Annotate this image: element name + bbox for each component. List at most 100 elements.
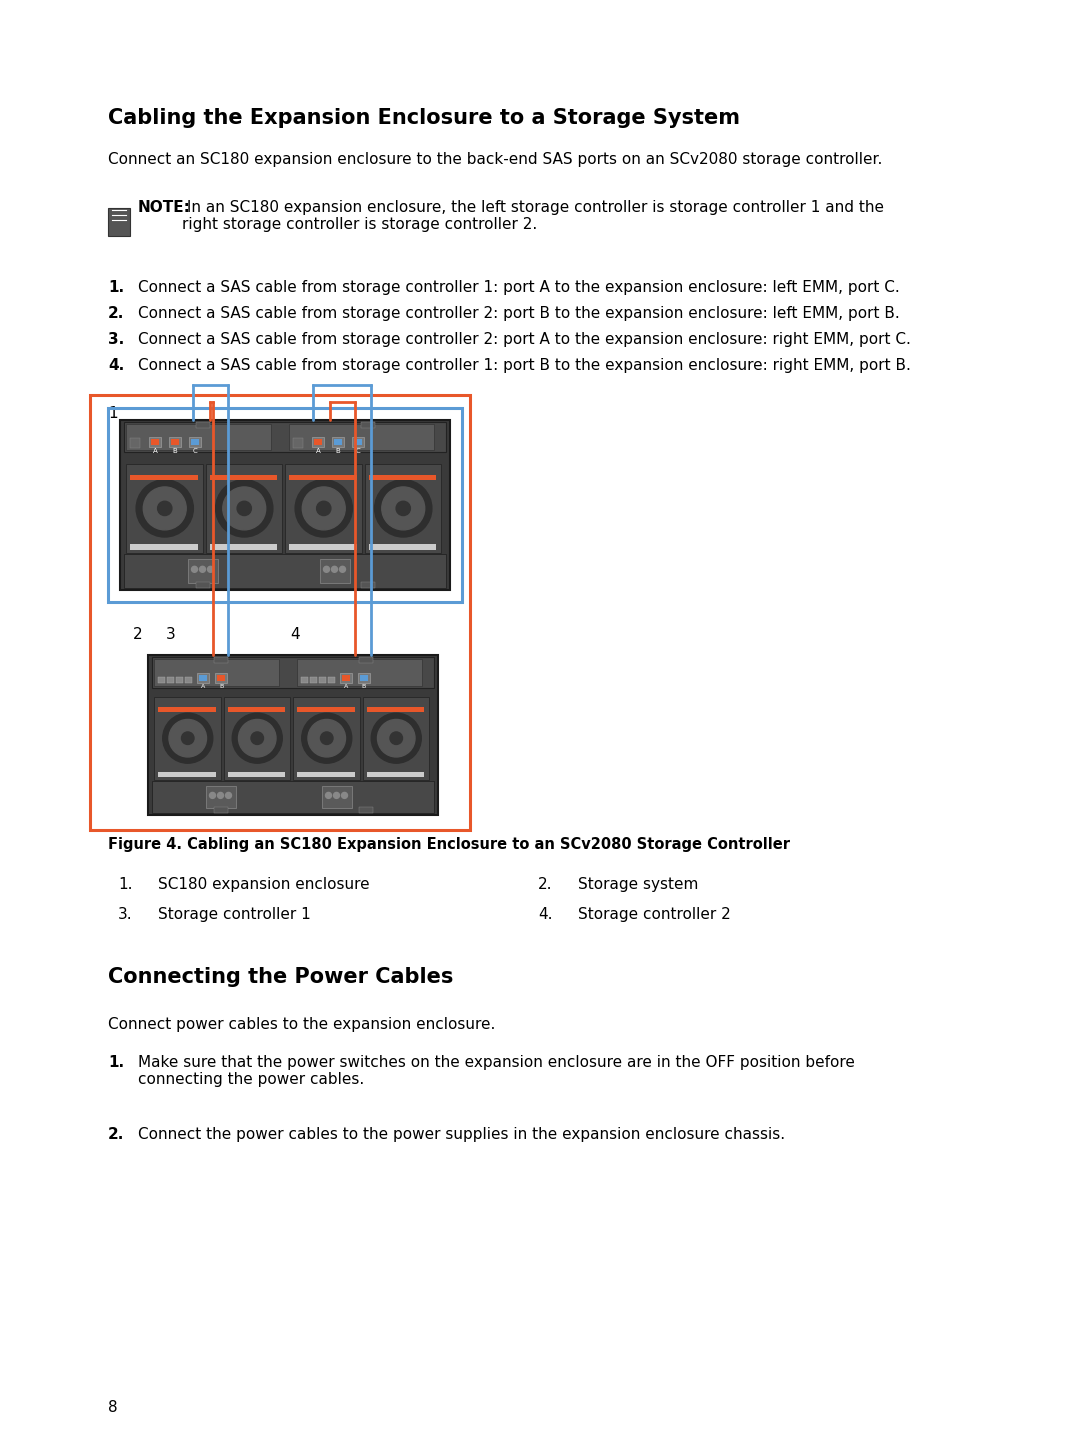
Bar xyxy=(210,475,276,480)
Text: Cabling the Expansion Enclosure to a Storage System: Cabling the Expansion Enclosure to a Sto… xyxy=(108,108,740,128)
Circle shape xyxy=(295,480,352,536)
Text: C: C xyxy=(192,447,198,455)
Bar xyxy=(126,465,203,552)
Bar xyxy=(148,655,438,815)
Bar xyxy=(361,422,375,427)
Circle shape xyxy=(332,566,337,572)
Circle shape xyxy=(396,502,410,516)
Text: 2: 2 xyxy=(133,627,143,642)
Bar xyxy=(328,677,335,683)
Text: SC180 expansion enclosure: SC180 expansion enclosure xyxy=(158,878,369,892)
Circle shape xyxy=(390,731,403,744)
Bar xyxy=(340,673,352,683)
Bar xyxy=(124,422,446,452)
Bar xyxy=(368,545,436,549)
Circle shape xyxy=(232,713,282,763)
Circle shape xyxy=(168,720,206,757)
Bar xyxy=(205,786,235,807)
Bar xyxy=(314,439,322,445)
Bar xyxy=(289,424,434,450)
Bar xyxy=(210,545,276,549)
Bar xyxy=(357,673,370,683)
Circle shape xyxy=(158,502,172,516)
Circle shape xyxy=(372,713,421,763)
Text: B: B xyxy=(219,684,224,690)
Bar xyxy=(158,771,216,777)
Text: A: A xyxy=(315,447,321,455)
Text: A: A xyxy=(343,684,348,690)
Circle shape xyxy=(216,480,273,536)
Bar xyxy=(297,660,421,687)
Bar xyxy=(366,771,424,777)
Text: 2.: 2. xyxy=(108,305,124,321)
Text: Connect a SAS cable from storage controller 1: port B to the expansion enclosure: Connect a SAS cable from storage control… xyxy=(138,358,910,373)
Bar xyxy=(191,439,199,445)
Bar xyxy=(188,559,217,584)
Bar xyxy=(199,675,207,681)
Text: C: C xyxy=(355,447,361,455)
Bar xyxy=(130,545,198,549)
Text: B: B xyxy=(173,447,177,455)
Text: A: A xyxy=(201,684,205,690)
Bar xyxy=(205,465,282,552)
Bar xyxy=(130,475,198,480)
Circle shape xyxy=(200,566,205,572)
Circle shape xyxy=(308,720,346,757)
Bar xyxy=(334,439,342,445)
Bar xyxy=(320,559,350,584)
Bar xyxy=(130,437,140,447)
Bar xyxy=(312,437,324,447)
Bar xyxy=(293,697,360,780)
Bar xyxy=(365,465,441,552)
Text: 8: 8 xyxy=(108,1400,118,1415)
Text: 2.: 2. xyxy=(108,1127,124,1141)
Circle shape xyxy=(339,566,346,572)
Text: 3.: 3. xyxy=(118,906,133,922)
Bar xyxy=(289,475,356,480)
Bar xyxy=(360,675,368,681)
Bar xyxy=(228,771,285,777)
Bar xyxy=(217,675,225,681)
Bar xyxy=(297,771,354,777)
Bar xyxy=(176,677,183,683)
Text: 1: 1 xyxy=(108,406,118,422)
Text: Connect an SC180 expansion enclosure to the back-end SAS ports on an SCv2080 sto: Connect an SC180 expansion enclosure to … xyxy=(108,152,882,166)
Bar xyxy=(158,677,165,683)
Circle shape xyxy=(316,502,330,516)
Bar xyxy=(152,782,434,813)
Text: Connect power cables to the expansion enclosure.: Connect power cables to the expansion en… xyxy=(108,1017,496,1032)
Circle shape xyxy=(375,480,432,536)
Bar xyxy=(354,439,362,445)
Text: Storage controller 1: Storage controller 1 xyxy=(158,906,311,922)
Circle shape xyxy=(302,488,346,531)
Text: Storage controller 2: Storage controller 2 xyxy=(578,906,731,922)
Circle shape xyxy=(144,488,186,531)
Text: 2.: 2. xyxy=(538,878,553,892)
Text: 1.: 1. xyxy=(108,1055,124,1070)
Bar xyxy=(301,677,308,683)
Circle shape xyxy=(163,713,213,763)
Bar xyxy=(124,554,446,588)
Text: NOTE:: NOTE: xyxy=(138,199,191,215)
Bar xyxy=(310,677,318,683)
Text: 3: 3 xyxy=(166,627,176,642)
Bar xyxy=(90,394,470,830)
Text: 1.: 1. xyxy=(108,280,124,295)
Text: 4: 4 xyxy=(291,627,300,642)
Bar xyxy=(297,707,354,711)
Text: 4.: 4. xyxy=(108,358,124,373)
Circle shape xyxy=(239,720,276,757)
Bar xyxy=(195,582,210,588)
Bar xyxy=(319,677,326,683)
Circle shape xyxy=(301,713,352,763)
Bar xyxy=(215,673,227,683)
Circle shape xyxy=(136,480,193,536)
Bar xyxy=(322,786,351,807)
Bar xyxy=(189,437,201,447)
Circle shape xyxy=(181,731,194,744)
Bar xyxy=(361,582,375,588)
Circle shape xyxy=(321,731,333,744)
Bar xyxy=(366,707,424,711)
Bar xyxy=(352,437,364,447)
Text: Connect a SAS cable from storage controller 2: port B to the expansion enclosure: Connect a SAS cable from storage control… xyxy=(138,305,900,321)
